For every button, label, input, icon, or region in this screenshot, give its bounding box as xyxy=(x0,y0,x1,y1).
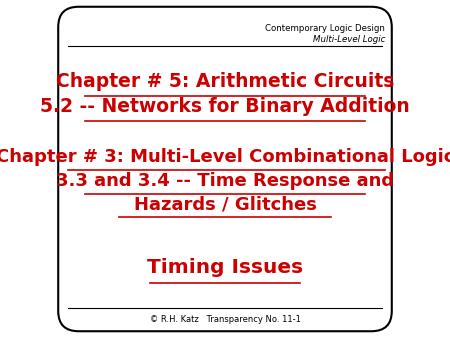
Text: Chapter # 3: Multi-Level Combinational Logic: Chapter # 3: Multi-Level Combinational L… xyxy=(0,148,450,166)
Text: 3.3 and 3.4 -- Time Response and: 3.3 and 3.4 -- Time Response and xyxy=(56,172,394,190)
Text: 5.2 -- Networks for Binary Addition: 5.2 -- Networks for Binary Addition xyxy=(40,97,410,116)
Text: Chapter # 5: Arithmetic Circuits: Chapter # 5: Arithmetic Circuits xyxy=(56,72,394,91)
Text: © R.H. Katz   Transparency No. 11-1: © R.H. Katz Transparency No. 11-1 xyxy=(149,315,301,324)
Text: Hazards / Glitches: Hazards / Glitches xyxy=(134,195,316,214)
Text: Timing Issues: Timing Issues xyxy=(147,258,303,276)
Text: Multi-Level Logic: Multi-Level Logic xyxy=(313,35,385,45)
Text: Contemporary Logic Design: Contemporary Logic Design xyxy=(265,24,385,33)
FancyBboxPatch shape xyxy=(58,7,392,331)
